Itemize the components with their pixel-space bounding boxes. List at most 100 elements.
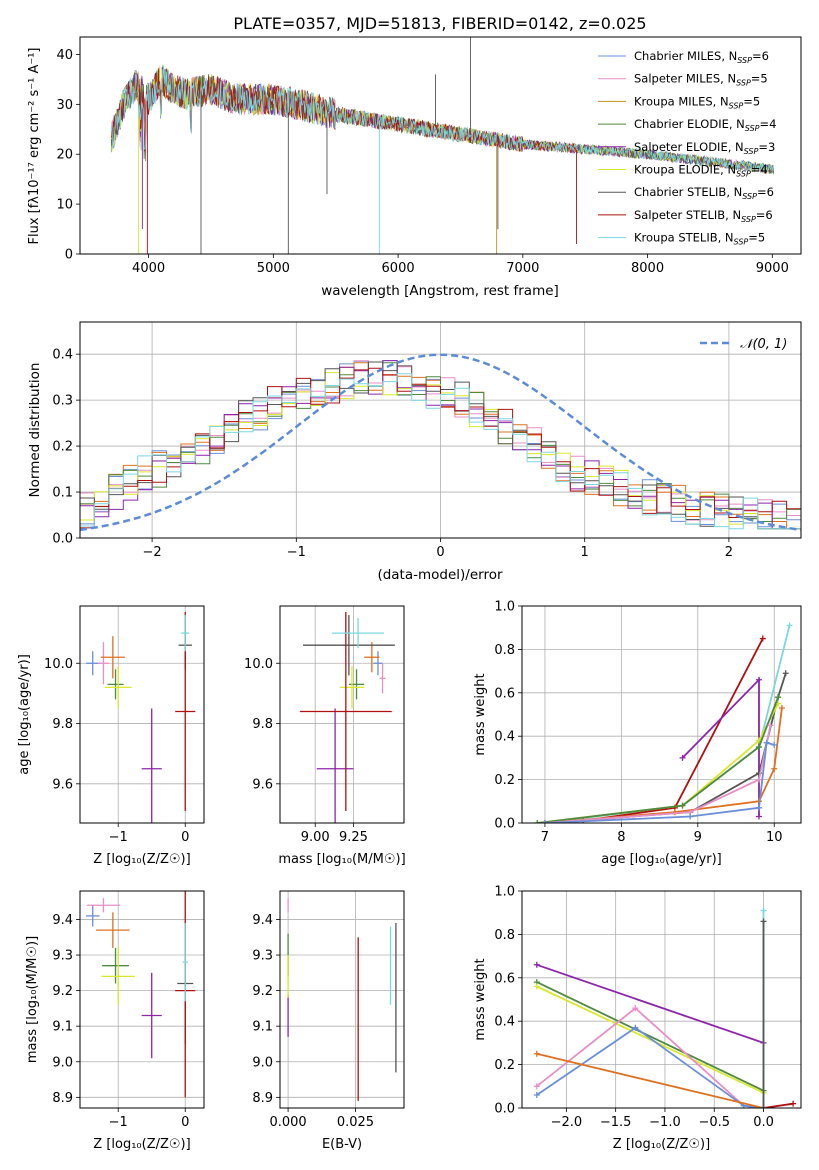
p4-ytick-label-1: 0.2 <box>494 773 515 788</box>
p7-xtick-label-4: 0.0 <box>753 1115 774 1130</box>
p4-marker-2-1 <box>755 676 762 683</box>
spectrum-legend-label-4: Salpeter ELODIE, NSSP=3 <box>634 140 775 156</box>
p7-ytick-label-4: 0.8 <box>494 928 515 943</box>
p4-marker-0-3 <box>786 622 793 629</box>
residual-ytick-label-2: 0.2 <box>52 440 73 455</box>
p4-marker-2-0 <box>679 754 686 761</box>
residual-ytick-label-0: 0.0 <box>52 532 73 547</box>
normal-curve <box>79 353 802 532</box>
p4-ytick-label-0: 0.0 <box>494 817 515 832</box>
p4-marker-5-2 <box>755 744 762 751</box>
p6-xtick-label-1: 0.025 <box>337 1115 374 1130</box>
p4-line-5 <box>537 696 779 823</box>
p3-ytick-label-1: 9.8 <box>252 717 273 732</box>
p7-line-6 <box>763 1102 794 1108</box>
p2-axes <box>79 605 205 824</box>
spectrum-ytick-label-4: 40 <box>56 48 73 63</box>
p5-ytick-label-1: 9.0 <box>52 1055 73 1070</box>
residual-xtick-label-0: −2 <box>143 545 162 560</box>
p4-marker-2-2 <box>755 813 762 820</box>
p7-marks <box>533 907 797 1108</box>
p4-marker-8-0 <box>541 820 548 823</box>
p3-ytick-label-2: 10.0 <box>244 657 273 672</box>
p7-marker-3-1 <box>632 1005 639 1012</box>
p2-ytick-label-0: 9.6 <box>52 777 73 792</box>
p4-marker-3-4 <box>782 670 789 677</box>
p5-axes <box>79 890 205 1109</box>
spectrum-legend-sub-8: SSP <box>734 238 749 247</box>
spectrum-xlabel: wavelength [Angstrom, rest frame] <box>321 283 559 299</box>
residual-ytick-label-1: 0.1 <box>52 486 73 501</box>
p7-xtick-label-3: −0.5 <box>698 1115 730 1130</box>
p7-marker-3-0 <box>533 1083 540 1090</box>
p5-ylabel: mass [log₁₀(M/M☉)] <box>25 936 40 1063</box>
spectrum-legend-sub-3: SSP <box>745 124 760 133</box>
p4-line-4 <box>537 703 779 823</box>
p6-ytick-label-2: 9.1 <box>252 1020 273 1035</box>
spectrum-xtick-label-3: 7000 <box>506 261 539 276</box>
spectrum-legend-label-7: Salpeter STELIB, NSSP=6 <box>634 208 773 224</box>
p3-xtick-label-1: 9.25 <box>339 830 368 845</box>
residual-xtick-label-1: −1 <box>287 545 306 560</box>
p6-ytick-label-1: 9.0 <box>252 1055 273 1070</box>
spectrum-lines <box>110 37 774 254</box>
p7-ylabel: mass weight <box>473 958 488 1040</box>
p7-ytick-label-1: 0.2 <box>494 1058 515 1073</box>
p7-ytick-label-2: 0.4 <box>494 1015 515 1030</box>
p2-xtick-label-1: 0 <box>181 830 189 845</box>
spectrum-legend-n-3: =4 <box>760 117 777 131</box>
p2-xtick-label-0: −1 <box>109 830 128 845</box>
p7-line-4 <box>536 1026 764 1108</box>
p7-line-2 <box>536 985 764 1094</box>
p6-ytick-label-4: 9.3 <box>252 949 273 964</box>
spectrum-legend-sub-0: SSP <box>737 56 752 65</box>
p4-ytick-label-5: 1.0 <box>494 600 515 615</box>
residual-xlabel: (data-model)/error <box>377 567 503 583</box>
p4-marker-8-3 <box>763 739 770 746</box>
p4-xtick-label-0: 7 <box>541 830 549 845</box>
p5-xlabel: Z [log₁₀(Z/Z☉)] <box>93 1137 190 1152</box>
spectrum-ytick-label-3: 30 <box>56 98 73 113</box>
p4-xtick-label-3: 10 <box>766 830 783 845</box>
residual-panel: −2 −1 0 1 2 0.0 0.1 0.2 0.3 0.4 (data-model)/erro… <box>27 321 802 583</box>
age-vs-mass-panel: 9.00 9.25 9.6 9.8 10.0 mass [log₁₀(M/M☉)] <box>244 605 406 867</box>
p4-marker-8-4 <box>771 741 778 748</box>
spectrum-xtick-label-1: 5000 <box>257 261 290 276</box>
p4-marker-5-3 <box>775 694 782 701</box>
p4-line-0 <box>544 625 791 823</box>
p7-ytick-label-3: 0.6 <box>494 971 515 986</box>
p3-ytick-label-0: 9.6 <box>252 777 273 792</box>
spectrum-legend-sub-5: SSP <box>736 170 751 179</box>
spectrum-legend-n-0: =6 <box>752 49 769 63</box>
p6-marks <box>287 898 397 1101</box>
p7-marker-6-1 <box>790 1100 797 1107</box>
p4-xlabel: age [log₁₀(age/yr)] <box>601 852 722 867</box>
p6-axes <box>279 890 405 1109</box>
normal-legend-label: 𝒩(0, 1) <box>740 337 787 352</box>
p5-xtick-label-1: 0 <box>181 1115 189 1130</box>
p7-marker-5-0 <box>533 1050 540 1057</box>
residual-xtick-label-2: 0 <box>436 545 444 560</box>
p6-ytick-label-3: 9.2 <box>252 984 273 999</box>
p2-ytick-label-1: 9.8 <box>52 717 73 732</box>
spectrum-panel: PLATE=0357, MJD=51813, FIBERID=0142, z=0… <box>27 14 802 299</box>
residual-ytick-label-4: 0.4 <box>52 348 73 363</box>
spectrum-xtick-label-5: 9000 <box>756 261 789 276</box>
p3-xlabel: mass [log₁₀(M/M☉)] <box>278 852 405 867</box>
spectrum-legend-label-8: Kroupa STELIB, NSSP=5 <box>634 231 765 247</box>
spectrum-legend-sub-7: SSP <box>741 215 756 224</box>
massweight-vs-z-panel: −2.0 −1.5 −1.0 −0.5 0.0 0.0 0.2 0.4 0.6 0.8 1.0 Z [… <box>473 885 802 1152</box>
spectrum-legend-label-6: Chabrier STELIB, NSSP=6 <box>634 185 774 201</box>
p2-xlabel: Z [log₁₀(Z/Z☉)] <box>93 852 190 867</box>
residual-legend: 𝒩(0, 1) <box>700 337 787 352</box>
p7-marker-2-0 <box>533 983 540 990</box>
residual-ylabel: Normed distribution <box>27 363 43 498</box>
mass-vs-z-panel: −1 0 8.9 9.0 9.1 9.2 9.3 9.4 Z [log₁₀(Z/Z☉)] mass… <box>25 890 205 1152</box>
p7-marker-4-0 <box>533 1091 540 1098</box>
spectrum-legend: Chabrier MILES, NSSP=6 Salpeter MILES, NS… <box>598 49 776 247</box>
p5-xtick-label-0: −1 <box>109 1115 128 1130</box>
mass-vs-ebv-panel: 0.000 0.025 8.9 9.0 9.1 9.2 9.3 9.4 E(B-V) <box>252 890 405 1152</box>
spectrum-xtick-label-2: 6000 <box>382 261 415 276</box>
p4-marker-7-2 <box>755 776 762 783</box>
